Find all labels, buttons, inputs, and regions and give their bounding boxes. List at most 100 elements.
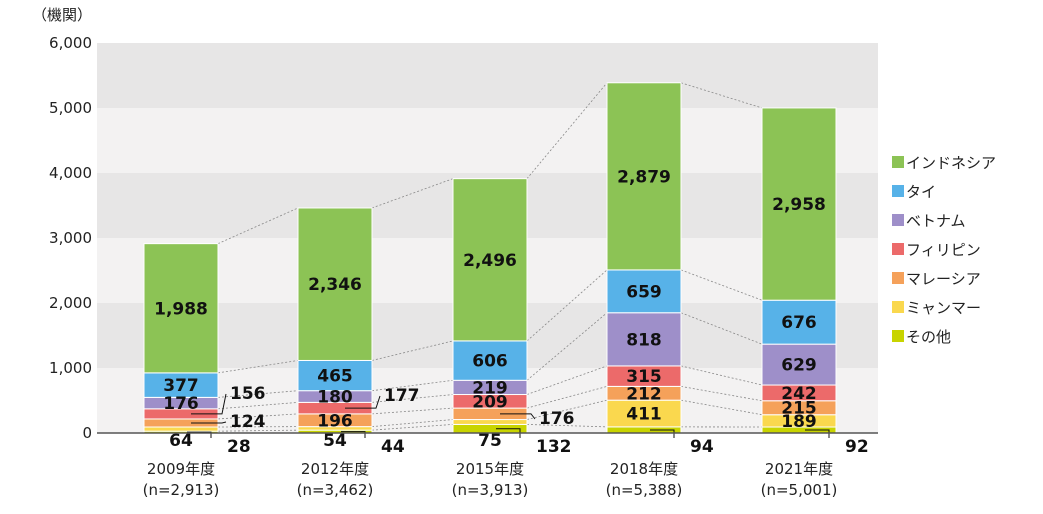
x-category-label: 2009年度 [147,460,215,478]
legend-label: マレーシア [906,270,981,288]
data-label: 659 [626,282,662,302]
bar-segment [606,312,682,367]
data-label: 92 [845,437,869,457]
connector-line [217,360,299,374]
y-axis: 0 1,000 2,000 3,000 4,000 5,000 6,000 [49,34,878,442]
connector-line [680,365,763,386]
data-label: 676 [781,313,817,333]
connector-line [371,379,454,392]
leader-line [341,431,366,438]
data-label: 818 [626,330,662,350]
connector-line [680,399,763,416]
legend-swatch [892,185,904,197]
bar-segment [452,419,528,425]
connector-line [371,419,454,428]
connector-line [526,82,608,179]
bar-segment [761,343,837,386]
data-label: 629 [781,356,817,376]
data-label: 2,879 [617,167,671,187]
x-axis: 2009年度 (n=2,913) 2012年度 (n=3,462) 2015年度 (n=3… [143,460,838,499]
data-label: 124 [230,412,266,432]
connector-line [217,429,299,432]
connector-line [217,401,299,410]
bar-segment [452,340,528,381]
data-label: 209 [472,392,508,412]
y-axis-unit-label: （機関） [32,6,92,24]
leader-line [345,395,381,409]
x-category-n-label: (n=5,001) [761,481,838,499]
data-label: 196 [317,411,353,431]
connector-line [217,390,299,398]
y-tick-label: 4,000 [49,164,92,182]
connector-line [371,407,454,415]
leader-line [650,429,675,438]
bar-segment [143,243,219,374]
y-tick-label: 2,000 [49,294,92,312]
data-label: 377 [163,376,199,396]
connector-lines [217,82,763,432]
connector-line [371,394,454,403]
data-label: 215 [781,399,817,419]
legend-swatch [892,214,904,226]
legend-swatch [892,272,904,284]
data-label: 132 [536,437,572,457]
data-label: 54 [323,431,347,451]
legend-label: インドネシア [906,154,996,172]
connector-line [526,386,608,409]
legend-label: ミャンマー [906,299,981,317]
leader-line [191,393,227,415]
legend-swatch [892,330,904,342]
data-label: 2,496 [463,251,517,271]
data-label: 44 [381,437,405,457]
data-label: 1,988 [154,299,208,319]
connector-line [217,207,299,245]
data-label: 176 [539,409,575,429]
connector-line [371,424,454,431]
connector-line [680,269,763,301]
data-label: 180 [317,388,353,408]
legend-label: フィリピン [906,241,981,259]
data-label: 64 [169,431,193,451]
leader-line [805,429,830,438]
data-label: 2,346 [308,275,362,295]
connector-line [680,312,763,345]
legend-swatch [892,243,904,255]
leader-line [500,413,536,420]
legend-label: ベトナム [906,212,966,230]
connector-line [371,340,454,361]
y-tick-label: 5,000 [49,99,92,117]
data-label: 156 [230,384,266,404]
bar-segment [761,107,837,301]
y-tick-label: 0 [82,424,92,442]
data-label: 212 [626,384,662,404]
connector-line [526,424,608,428]
x-category-n-label: (n=2,913) [143,481,220,499]
segment-labels: 1763771,98828641241561961804652,34644541… [154,167,869,457]
y-tick-label: 6,000 [49,34,92,52]
x-category-n-label: (n=3,462) [297,481,374,499]
legend-swatch [892,156,904,168]
data-label: 176 [163,394,199,414]
data-label: 242 [781,384,817,404]
data-label: 465 [317,367,353,387]
data-label: 94 [690,437,714,457]
data-label: 2,958 [772,195,826,215]
x-category-n-label: (n=5,388) [606,481,683,499]
bar-segment [297,207,373,361]
bar-segment [606,82,682,271]
leader-line [496,428,521,438]
x-category-label: 2021年度 [765,460,833,478]
connector-line [526,399,608,420]
connector-line [526,269,608,342]
x-category-label: 2015年度 [456,460,524,478]
connector-line [217,413,299,420]
data-label: 411 [626,405,662,425]
data-label: 315 [626,367,662,387]
x-category-label: 2012年度 [301,460,369,478]
data-label: 177 [384,386,420,406]
bar-segment [761,299,837,345]
bar-segment [143,372,219,398]
connector-line [526,312,608,381]
